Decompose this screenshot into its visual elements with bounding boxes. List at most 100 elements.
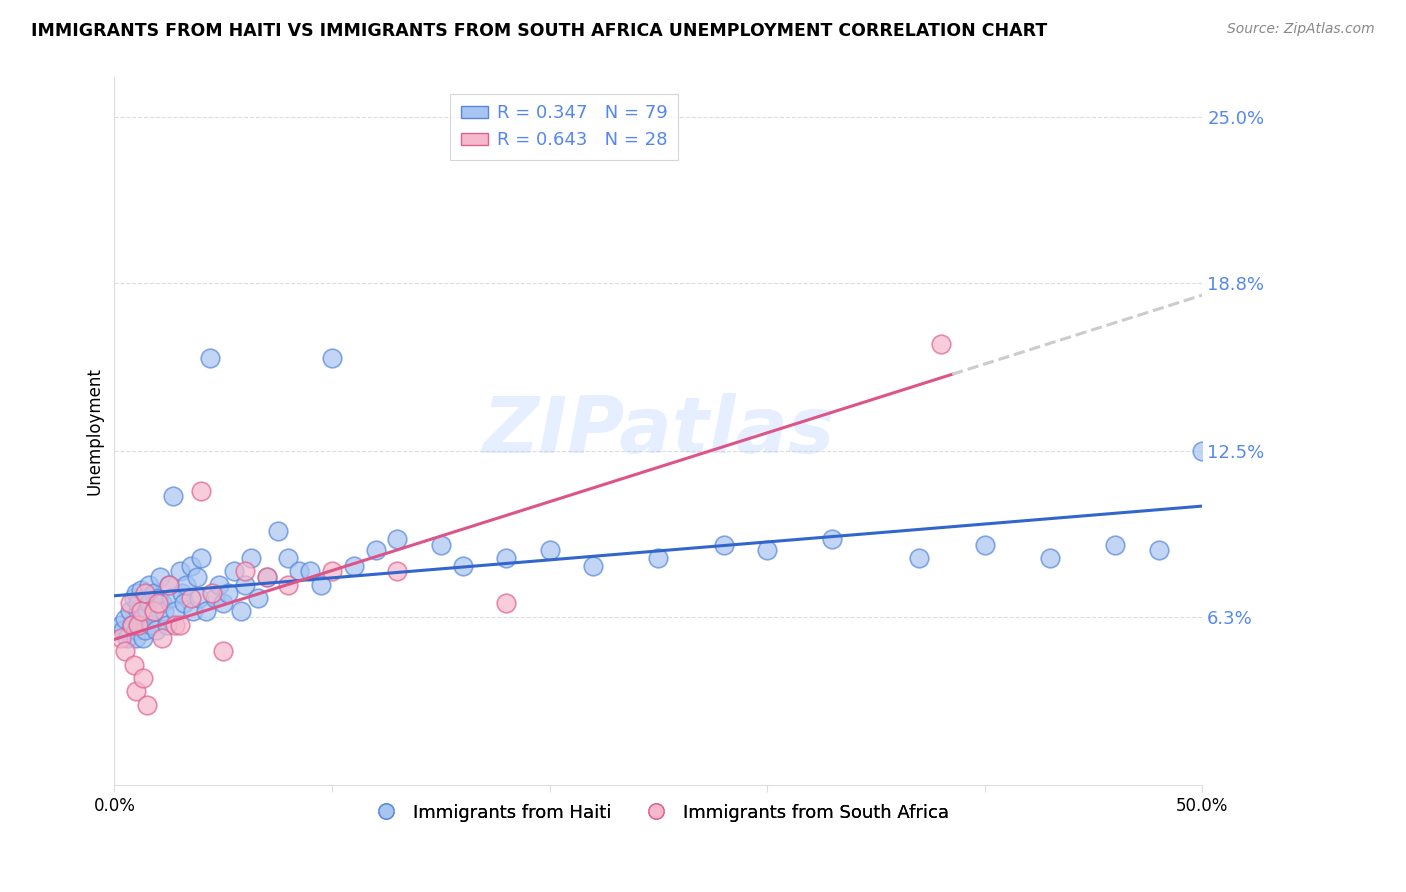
Point (149, 569, 172, 583)
Point (146, 591, 169, 605)
Point (142, 585, 165, 599)
Point (129, 604, 152, 618)
Point (112, 623, 135, 637)
Point (973, 537, 995, 551)
Point (188, 591, 211, 605)
Point (180, 558, 202, 573)
Point (157, 577, 180, 591)
Point (198, 351, 221, 365)
Point (150, 631, 173, 645)
Point (222, 564, 245, 578)
Point (146, 596, 169, 610)
Point (387, 532, 409, 546)
Point (174, 577, 197, 591)
Point (821, 532, 844, 546)
Point (538, 542, 561, 557)
Point (125, 631, 148, 645)
Point (277, 577, 299, 591)
Text: IMMIGRANTS FROM HAITI VS IMMIGRANTS FROM SOUTH AFRICA UNEMPLOYMENT CORRELATION C: IMMIGRANTS FROM HAITI VS IMMIGRANTS FROM… (31, 22, 1047, 40)
Point (127, 596, 149, 610)
Y-axis label: Unemployment: Unemployment (86, 368, 103, 495)
Point (131, 609, 153, 624)
Point (162, 490, 184, 504)
Point (138, 596, 160, 610)
Point (288, 564, 311, 578)
Point (233, 564, 256, 578)
Point (169, 564, 191, 578)
Point (212, 644, 235, 658)
Point (582, 558, 605, 573)
Point (118, 596, 141, 610)
Point (321, 564, 343, 578)
Point (125, 684, 148, 698)
Point (343, 558, 366, 573)
Point (190, 550, 212, 565)
Point (1147, 542, 1170, 557)
Point (212, 596, 235, 610)
Point (929, 337, 952, 351)
Point (114, 644, 136, 658)
Point (169, 617, 191, 632)
Point (165, 604, 187, 618)
Point (118, 604, 141, 618)
Point (1191, 444, 1213, 458)
Point (170, 585, 193, 599)
Point (125, 585, 148, 599)
Point (156, 617, 179, 632)
Point (122, 591, 145, 605)
Point (204, 591, 226, 605)
Point (127, 604, 149, 618)
Text: ZIPatlas: ZIPatlas (482, 393, 835, 469)
Point (233, 577, 256, 591)
Point (127, 617, 149, 632)
Point (647, 550, 669, 565)
Text: Source: ZipAtlas.com: Source: ZipAtlas.com (1227, 22, 1375, 37)
Point (157, 577, 180, 591)
Point (201, 585, 224, 599)
Point (122, 657, 145, 672)
Point (190, 484, 212, 499)
Point (136, 604, 159, 618)
Point (138, 577, 160, 591)
Point (117, 631, 139, 645)
Point (136, 698, 159, 712)
Point (495, 550, 517, 565)
Point (141, 617, 163, 632)
Point (145, 623, 167, 637)
Point (180, 591, 202, 605)
Legend: Immigrants from Haiti, Immigrants from South Africa: Immigrants from Haiti, Immigrants from S… (360, 797, 956, 829)
Point (256, 569, 278, 583)
Point (208, 577, 231, 591)
Point (134, 585, 156, 599)
Point (125, 623, 148, 637)
Point (142, 604, 165, 618)
Point (364, 542, 387, 557)
Point (299, 564, 322, 578)
Point (121, 617, 143, 632)
Point (110, 631, 132, 645)
Point (129, 617, 152, 632)
Point (240, 550, 263, 565)
Point (121, 617, 143, 632)
Point (131, 671, 153, 685)
Point (1104, 537, 1126, 551)
Point (165, 617, 187, 632)
Point (387, 564, 409, 578)
Point (277, 550, 299, 565)
Point (110, 617, 132, 632)
Point (131, 631, 153, 645)
Point (114, 612, 136, 626)
Point (256, 569, 278, 583)
Point (309, 577, 332, 591)
Point (150, 596, 173, 610)
Point (136, 591, 159, 605)
Point (266, 524, 288, 539)
Point (186, 569, 208, 583)
Point (451, 558, 474, 573)
Point (229, 604, 252, 618)
Point (321, 351, 343, 365)
Point (495, 596, 517, 610)
Point (129, 582, 152, 597)
Point (134, 623, 156, 637)
Point (181, 604, 204, 618)
